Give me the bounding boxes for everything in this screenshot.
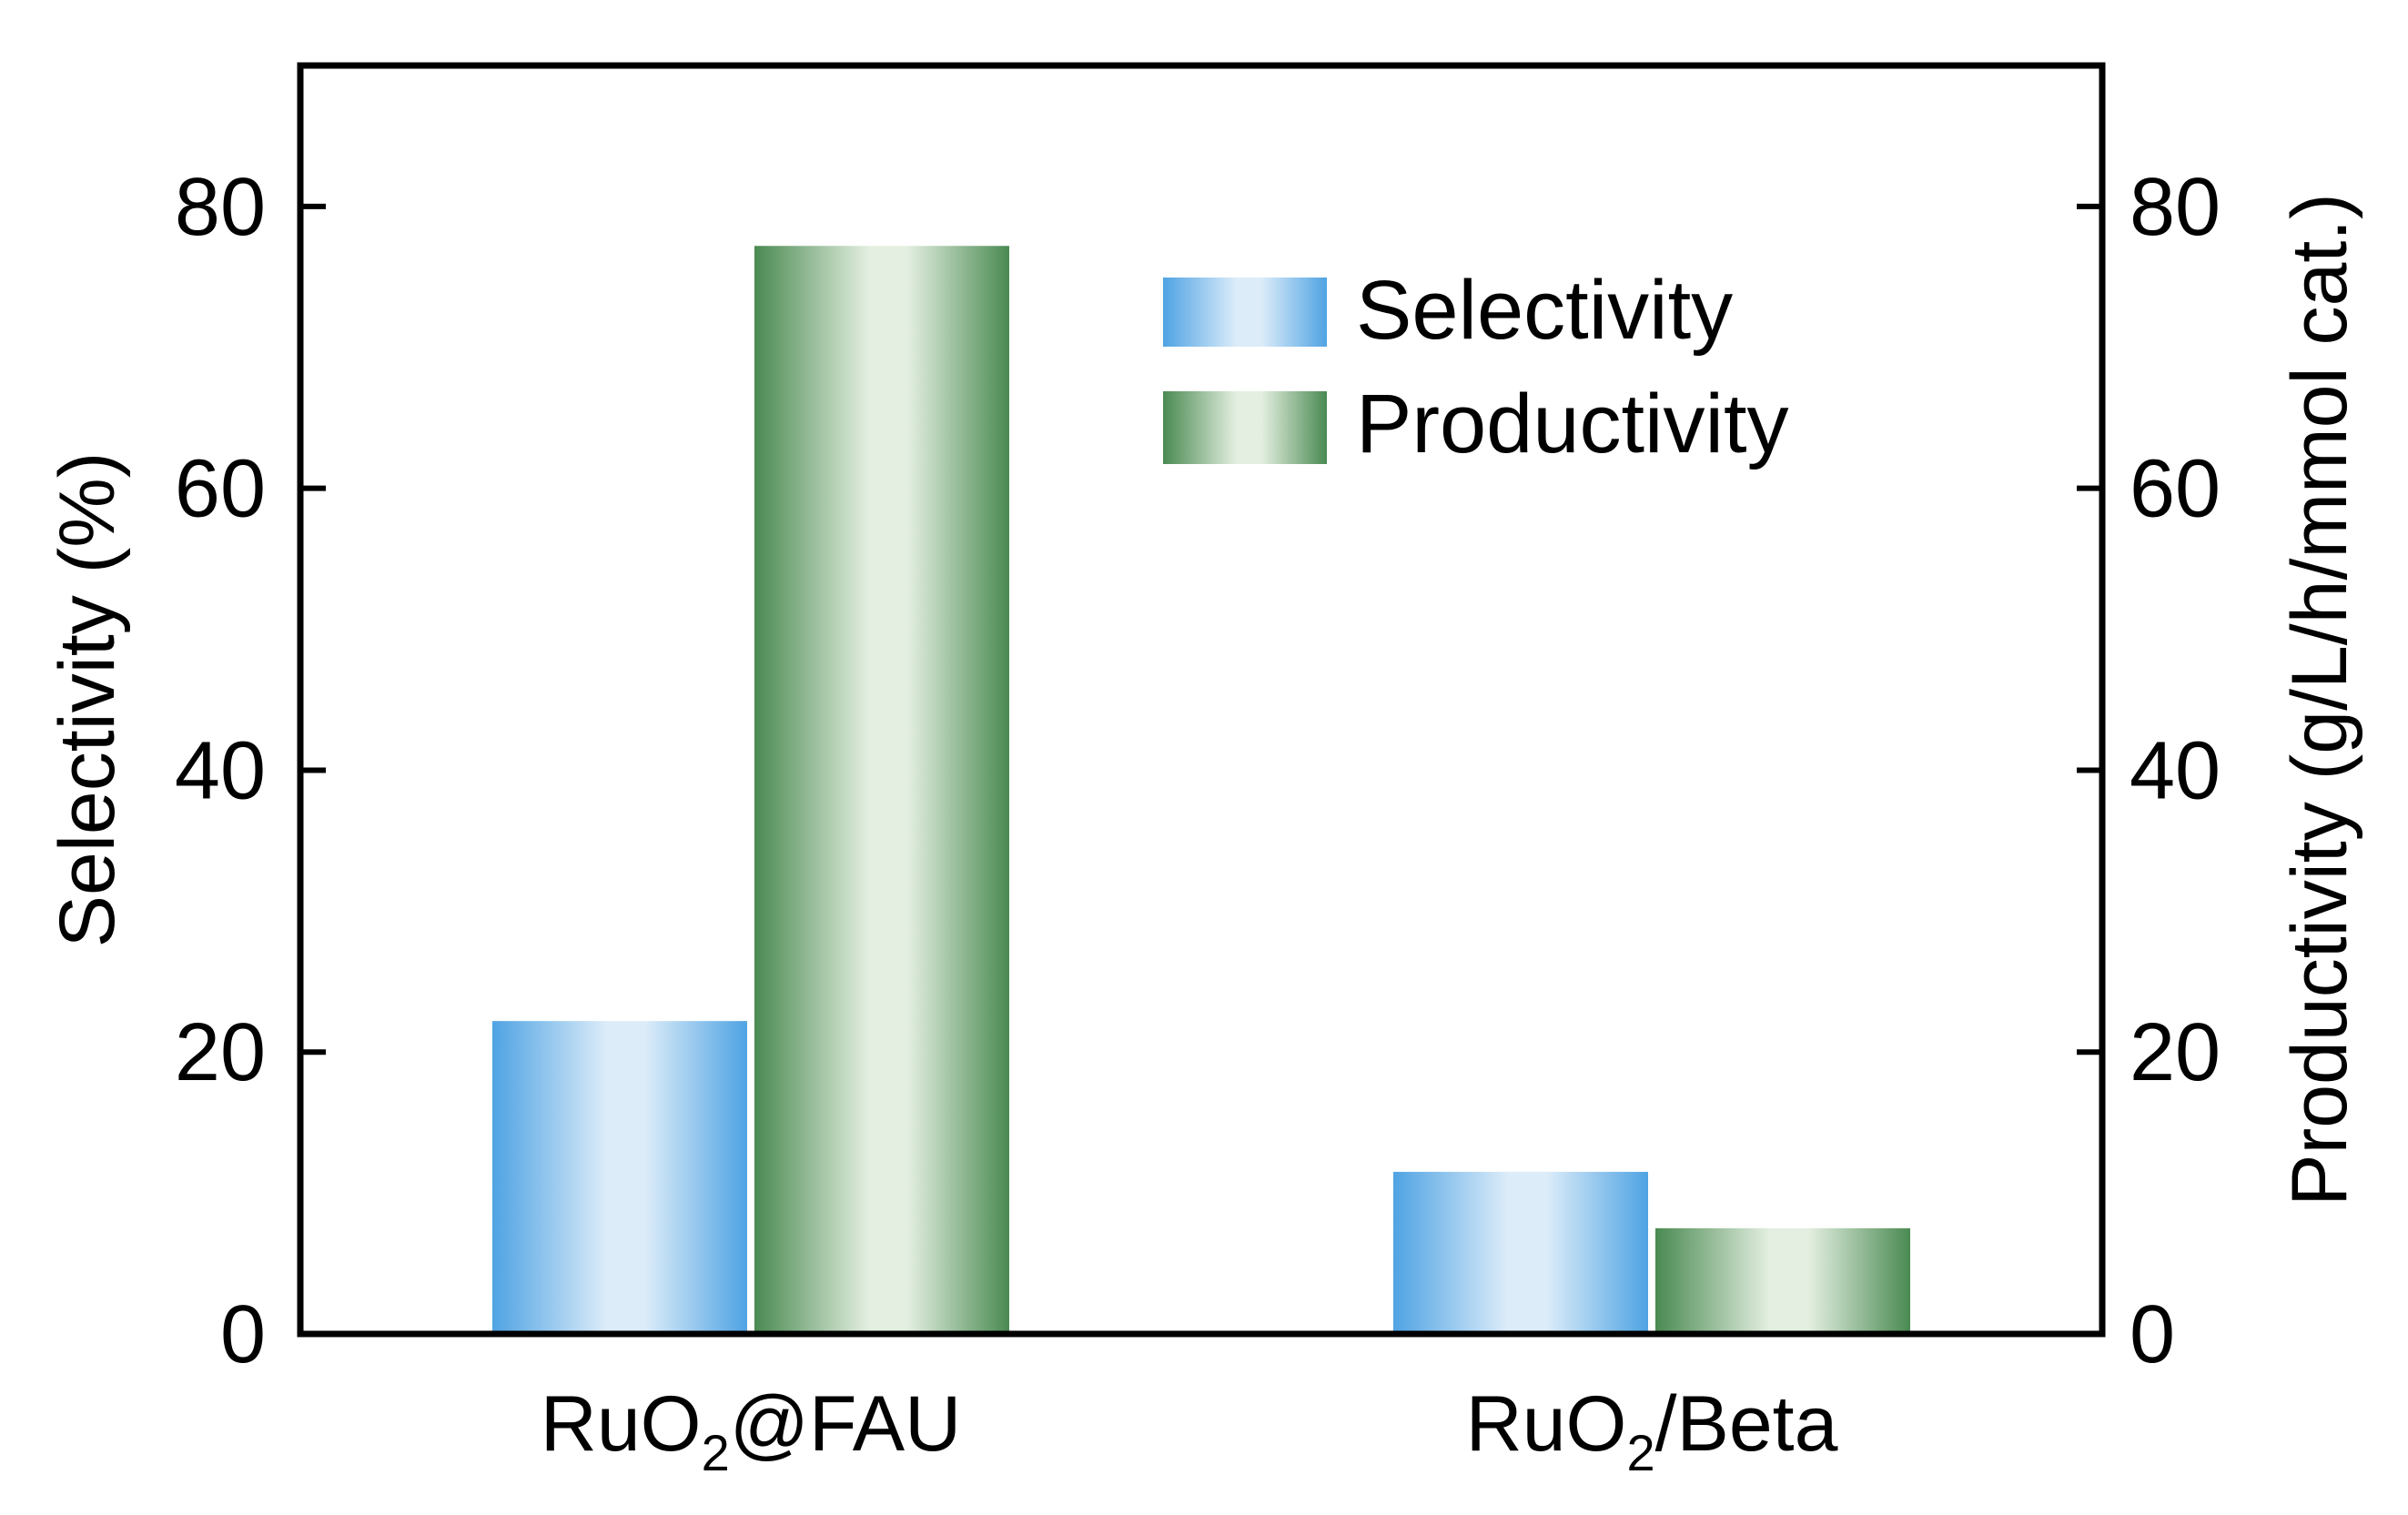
- right-tick-label: 20: [2130, 1007, 2221, 1098]
- right-tick-label: 40: [2130, 725, 2221, 816]
- legend-swatch-productivity: [1163, 391, 1327, 464]
- bar-productivity-1: [1655, 1227, 1910, 1334]
- bar-selectivity-1: [1393, 1171, 1648, 1334]
- left-tick-label: 80: [175, 162, 266, 253]
- legend: Selectivity Productivity: [1163, 264, 1789, 470]
- bar-selectivity-0: [492, 1021, 747, 1334]
- right-axis-title: Productivity (g/L/h/mmol cat.): [2276, 193, 2363, 1207]
- category-label: RuO2@FAU: [541, 1380, 962, 1481]
- left-tick-label: 40: [175, 725, 266, 816]
- plot-frame: [297, 62, 2106, 1338]
- legend-swatch-selectivity: [1163, 278, 1327, 347]
- left-tick-label: 0: [220, 1289, 266, 1380]
- right-tick-label: 0: [2130, 1289, 2175, 1380]
- right-axis: 0 20 40 60 80: [2077, 162, 2221, 1380]
- x-axis-categories: RuO2@FAU RuO2/Beta: [541, 1380, 1838, 1481]
- bars-group: [492, 246, 1910, 1334]
- left-tick-label: 60: [175, 444, 266, 535]
- right-tick-label: 80: [2130, 162, 2221, 253]
- bar-productivity-0: [754, 246, 1009, 1334]
- left-tick-label: 20: [175, 1007, 266, 1098]
- left-axis-title: Selectivity (%): [44, 452, 131, 948]
- right-tick-label: 60: [2130, 444, 2221, 535]
- category-label: RuO2/Beta: [1466, 1380, 1838, 1481]
- left-axis: 0 20 40 60 80: [175, 162, 326, 1380]
- legend-label-selectivity: Selectivity: [1356, 264, 1733, 357]
- legend-label-productivity: Productivity: [1356, 378, 1789, 470]
